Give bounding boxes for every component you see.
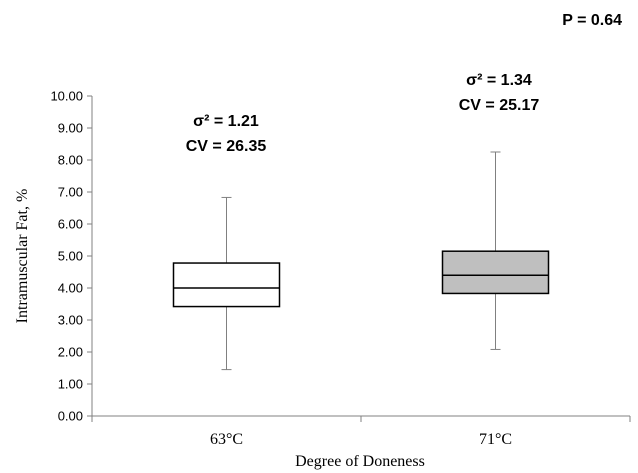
y-tick-label: 1.00	[58, 377, 83, 392]
y-tick-label: 10.00	[50, 89, 83, 104]
p-value-label: P = 0.64	[562, 12, 622, 29]
iqr-box	[441, 250, 550, 295]
box-1	[172, 196, 281, 371]
y-tick-label: 6.00	[58, 217, 83, 232]
y-tick-label: 8.00	[58, 153, 83, 168]
y-tick-label: 3.00	[58, 313, 83, 328]
axes	[91, 96, 631, 422]
y-tick-label: 5.00	[58, 249, 83, 264]
y-tick-label: 4.00	[58, 281, 83, 296]
x-tick-label: 71°C	[479, 431, 512, 448]
y-tick-label: 7.00	[58, 185, 83, 200]
y-tick-label: 9.00	[58, 121, 83, 136]
group1-variance-label: σ² = 1.21	[193, 113, 259, 130]
y-tick-label: 2.00	[58, 345, 83, 360]
x-axis-title: Degree of Doneness	[295, 453, 425, 470]
group2-variance-label: σ² = 1.34	[466, 72, 532, 89]
x-axis-labels: 63°C 71°C	[210, 431, 512, 448]
box-plots	[172, 151, 550, 371]
box-2	[441, 151, 550, 350]
y-tick-label: 0.00	[58, 409, 83, 424]
y-axis-ticks: 0.00 1.00 2.00 3.00 4.00 5.00 6.00 7.00 8.00 9.00…	[50, 89, 92, 424]
group2-cv-label: CV = 25.17	[459, 97, 540, 114]
x-tick-label: 63°C	[210, 431, 243, 448]
group1-cv-label: CV = 26.35	[186, 138, 267, 155]
y-axis-title: Intramuscular Fat, %	[14, 189, 31, 324]
iqr-box	[172, 262, 281, 308]
